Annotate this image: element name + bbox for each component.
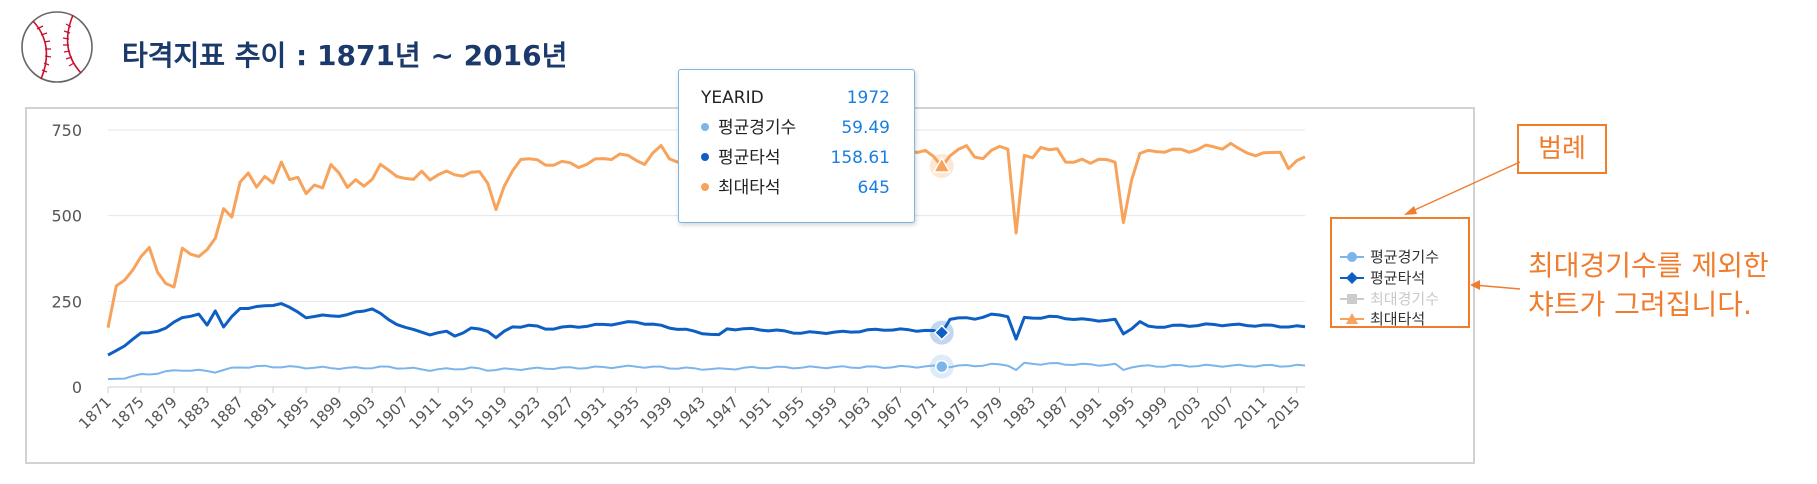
tooltip-row: 평균경기수 59.49	[701, 116, 890, 140]
tooltip-row: 최대타석 645	[701, 176, 890, 200]
page-title: 타격지표 추이 : 1871년 ~ 2016년	[122, 39, 568, 72]
x-tick-label: 2011	[1231, 393, 1271, 433]
legend-label: 최대타석	[1370, 310, 1426, 328]
tooltip-row: 평균타석 158.61	[701, 146, 890, 170]
x-tick-label: 1891	[240, 393, 280, 433]
x-tick-label: 1959	[802, 393, 842, 433]
tooltip-series-value: 158.61	[830, 148, 890, 168]
x-tick-label: 1879	[141, 393, 181, 433]
y-tick-label: 250	[51, 292, 82, 311]
x-tick-label: 1927	[537, 393, 577, 433]
x-tick-label: 1875	[108, 393, 148, 433]
chart-legend: 평균경기수 평균타석 최대경기수 최대타석	[1330, 217, 1470, 328]
y-tick-label: 0	[72, 378, 82, 397]
x-tick-label: 1955	[769, 393, 809, 433]
legend-callout-label: 범례	[1517, 124, 1607, 174]
x-tick-label: 1935	[603, 393, 643, 433]
x-tick-label: 1995	[1099, 393, 1139, 433]
tooltip-series-name: 평균타석	[718, 148, 781, 168]
x-tick-label: 2015	[1264, 393, 1304, 433]
series-dot-icon	[701, 183, 709, 191]
x-tick-label: 1975	[934, 393, 974, 433]
baseball-logo-icon	[21, 11, 93, 83]
x-tick-label: 1895	[273, 393, 313, 433]
x-tick-label: 1931	[570, 393, 610, 433]
x-tick-label: 1979	[967, 393, 1007, 433]
x-tick-label: 1939	[636, 393, 676, 433]
circle-marker-icon	[1340, 252, 1364, 262]
tooltip-header: YEARID 1972	[701, 86, 890, 110]
x-tick-label: 1943	[669, 393, 709, 433]
x-tick-label: 1947	[702, 393, 742, 433]
x-tick-label: 1919	[471, 393, 511, 433]
x-tick-label: 1999	[1132, 393, 1172, 433]
triangle-marker-icon	[1340, 313, 1364, 324]
x-tick-label: 1903	[339, 393, 379, 433]
hover-marker	[932, 156, 952, 173]
y-tick-label: 500	[51, 207, 82, 226]
tooltip-header-label: YEARID	[701, 88, 764, 108]
x-tick-label: 1983	[1000, 393, 1040, 433]
x-tick-label: 1963	[835, 393, 875, 433]
series-dot-icon	[701, 153, 709, 161]
x-tick-label: 1923	[504, 393, 544, 433]
square-marker-icon	[1340, 294, 1364, 304]
series-line	[107, 302, 1306, 357]
legend-note-line: 챠트가 그려집니다.	[1528, 288, 1752, 321]
legend-label: 평균경기수	[1370, 248, 1440, 266]
x-tick-label: 1967	[868, 393, 908, 433]
x-tick-label: 1991	[1066, 393, 1106, 433]
x-tick-label: 1887	[207, 393, 247, 433]
tooltip-series-value: 59.49	[841, 118, 890, 138]
legend-label: 최대경기수	[1370, 290, 1440, 308]
tooltip-year: 1972	[846, 88, 890, 108]
diamond-marker-icon	[1340, 272, 1364, 284]
x-tick-label: 1951	[736, 393, 776, 433]
legend-note-line: 최대경기수를 제외한	[1528, 249, 1769, 282]
series-dot-icon	[701, 123, 709, 131]
hover-marker	[933, 324, 950, 341]
x-tick-label: 1971	[901, 393, 941, 433]
x-tick-label: 1871	[75, 393, 115, 433]
legend-note: 최대경기수를 제외한 챠트가 그려집니다.	[1528, 246, 1769, 324]
tooltip-series-name: 평균경기수	[718, 118, 797, 138]
x-tick-label: 2003	[1165, 393, 1205, 433]
x-tick-label: 1907	[372, 393, 412, 433]
x-tick-label: 1911	[405, 393, 445, 433]
tooltip-series-value: 645	[857, 178, 890, 198]
series-line	[107, 361, 1306, 381]
hover-marker	[935, 359, 949, 374]
x-tick-label: 1987	[1033, 393, 1073, 433]
y-tick-label: 750	[51, 121, 82, 140]
x-tick-label: 1883	[174, 393, 214, 433]
chart-tooltip: YEARID 1972 평균경기수 59.49 평균타석 158.61 최대타석…	[678, 69, 915, 223]
x-tick-label: 1899	[306, 393, 346, 433]
x-tick-label: 2007	[1198, 393, 1238, 433]
x-tick-label: 1915	[438, 393, 478, 433]
tooltip-series-name: 최대타석	[718, 178, 781, 198]
legend-label: 평균타석	[1370, 269, 1426, 287]
